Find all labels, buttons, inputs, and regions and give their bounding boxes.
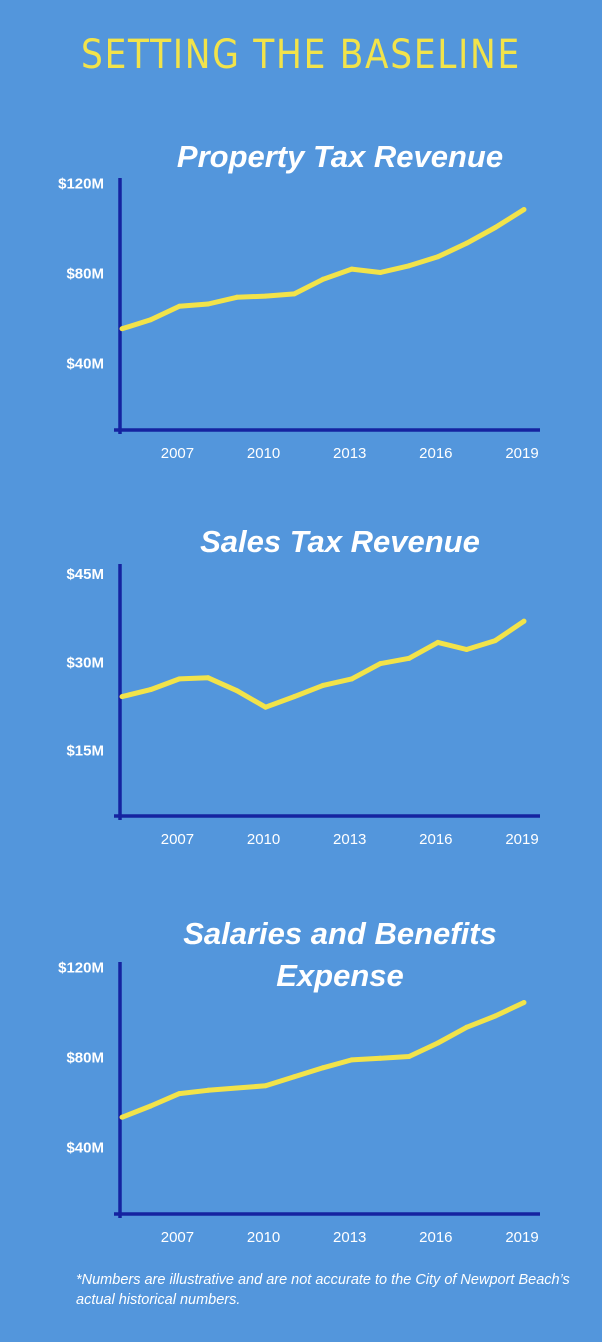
chart-title-sales-tax: Sales Tax Revenue bbox=[200, 524, 480, 559]
property-tax-chart: $40M $80M $120M 2007 2010 2013 2016 2019 bbox=[58, 176, 540, 462]
data-point bbox=[377, 270, 383, 275]
data-point bbox=[291, 694, 297, 700]
salaries-chart: $40M $80M $120M 2007 2010 2013 2016 2019 bbox=[58, 960, 540, 1246]
y-tick-label: $30M bbox=[66, 654, 104, 671]
x-tick-label: 2010 bbox=[247, 1229, 280, 1246]
x-tick-label: 2019 bbox=[505, 1229, 538, 1246]
x-tick-label: 2010 bbox=[247, 831, 280, 848]
data-point bbox=[435, 639, 441, 645]
data-point bbox=[263, 1083, 269, 1089]
x-tick-label: 2019 bbox=[505, 831, 538, 848]
data-point bbox=[521, 207, 527, 212]
data-point bbox=[320, 276, 326, 282]
y-tick-label: $15M bbox=[66, 743, 104, 760]
y-tick-label: $120M bbox=[58, 176, 104, 193]
y-tick-label: $45M bbox=[66, 566, 104, 583]
data-point bbox=[205, 675, 211, 681]
x-tick-label: 2016 bbox=[419, 1229, 452, 1246]
x-tick-label: 2019 bbox=[505, 445, 538, 462]
data-point bbox=[406, 1054, 412, 1059]
data-point bbox=[349, 1057, 355, 1063]
data-point bbox=[263, 293, 269, 299]
data-point bbox=[176, 676, 182, 682]
y-tick-label: $40M bbox=[66, 1140, 104, 1157]
data-point bbox=[521, 1000, 527, 1005]
data-point bbox=[119, 326, 125, 332]
data-point bbox=[492, 1013, 498, 1019]
chart-title-property-tax: Property Tax Revenue bbox=[176, 139, 504, 174]
data-point bbox=[377, 661, 383, 667]
data-point bbox=[492, 225, 498, 230]
y-tick-label: $80M bbox=[66, 266, 104, 283]
x-tick-label: 2013 bbox=[333, 1229, 366, 1246]
footnote: *Numbers are illustrative and are not ac… bbox=[76, 1272, 570, 1308]
data-point bbox=[435, 1040, 441, 1046]
data-point bbox=[148, 687, 154, 693]
data-point bbox=[234, 1085, 240, 1091]
data-point bbox=[291, 1074, 297, 1080]
data-point bbox=[464, 240, 470, 246]
data-point bbox=[492, 638, 498, 644]
x-tick-label: 2007 bbox=[161, 831, 194, 848]
x-tick-label: 2013 bbox=[333, 445, 366, 462]
x-tick-label: 2013 bbox=[333, 831, 366, 848]
x-tick-label: 2016 bbox=[419, 831, 452, 848]
x-tick-label: 2016 bbox=[419, 445, 452, 462]
data-point bbox=[291, 291, 297, 297]
data-point bbox=[406, 655, 412, 661]
x-tick-label: 2007 bbox=[161, 1229, 194, 1246]
sales-tax-chart: $15M $30M $45M 2007 2010 2013 2016 2019 bbox=[66, 564, 540, 848]
x-tick-label: 2010 bbox=[247, 445, 280, 462]
y-tick-label: $120M bbox=[58, 960, 104, 977]
data-point bbox=[176, 1091, 182, 1097]
data-point bbox=[205, 301, 211, 307]
data-point bbox=[234, 688, 240, 694]
y-tick-label: $80M bbox=[66, 1050, 104, 1067]
data-point bbox=[377, 1055, 383, 1061]
data-point bbox=[320, 1065, 326, 1071]
data-point bbox=[521, 618, 527, 624]
series-line bbox=[121, 1000, 526, 1120]
x-tick-label: 2007 bbox=[161, 445, 194, 462]
data-point bbox=[234, 294, 240, 300]
data-point bbox=[148, 1103, 154, 1109]
data-point bbox=[349, 676, 355, 682]
data-point bbox=[406, 263, 412, 269]
data-point bbox=[464, 646, 470, 652]
data-point bbox=[119, 1114, 125, 1120]
page-headline: SETTING THE BASELINE bbox=[81, 32, 521, 78]
y-tick-label: $40M bbox=[66, 356, 104, 373]
data-point bbox=[176, 303, 182, 309]
data-point bbox=[320, 682, 326, 688]
data-point bbox=[435, 254, 441, 260]
data-point bbox=[464, 1024, 470, 1030]
data-point bbox=[263, 704, 269, 710]
data-point bbox=[205, 1087, 211, 1093]
series-line bbox=[121, 207, 526, 332]
series-line bbox=[121, 619, 526, 710]
data-point bbox=[148, 317, 154, 323]
data-point bbox=[349, 266, 355, 272]
data-point bbox=[119, 694, 125, 700]
chart-title-salaries: Salaries and Benefits Expense bbox=[183, 916, 497, 993]
